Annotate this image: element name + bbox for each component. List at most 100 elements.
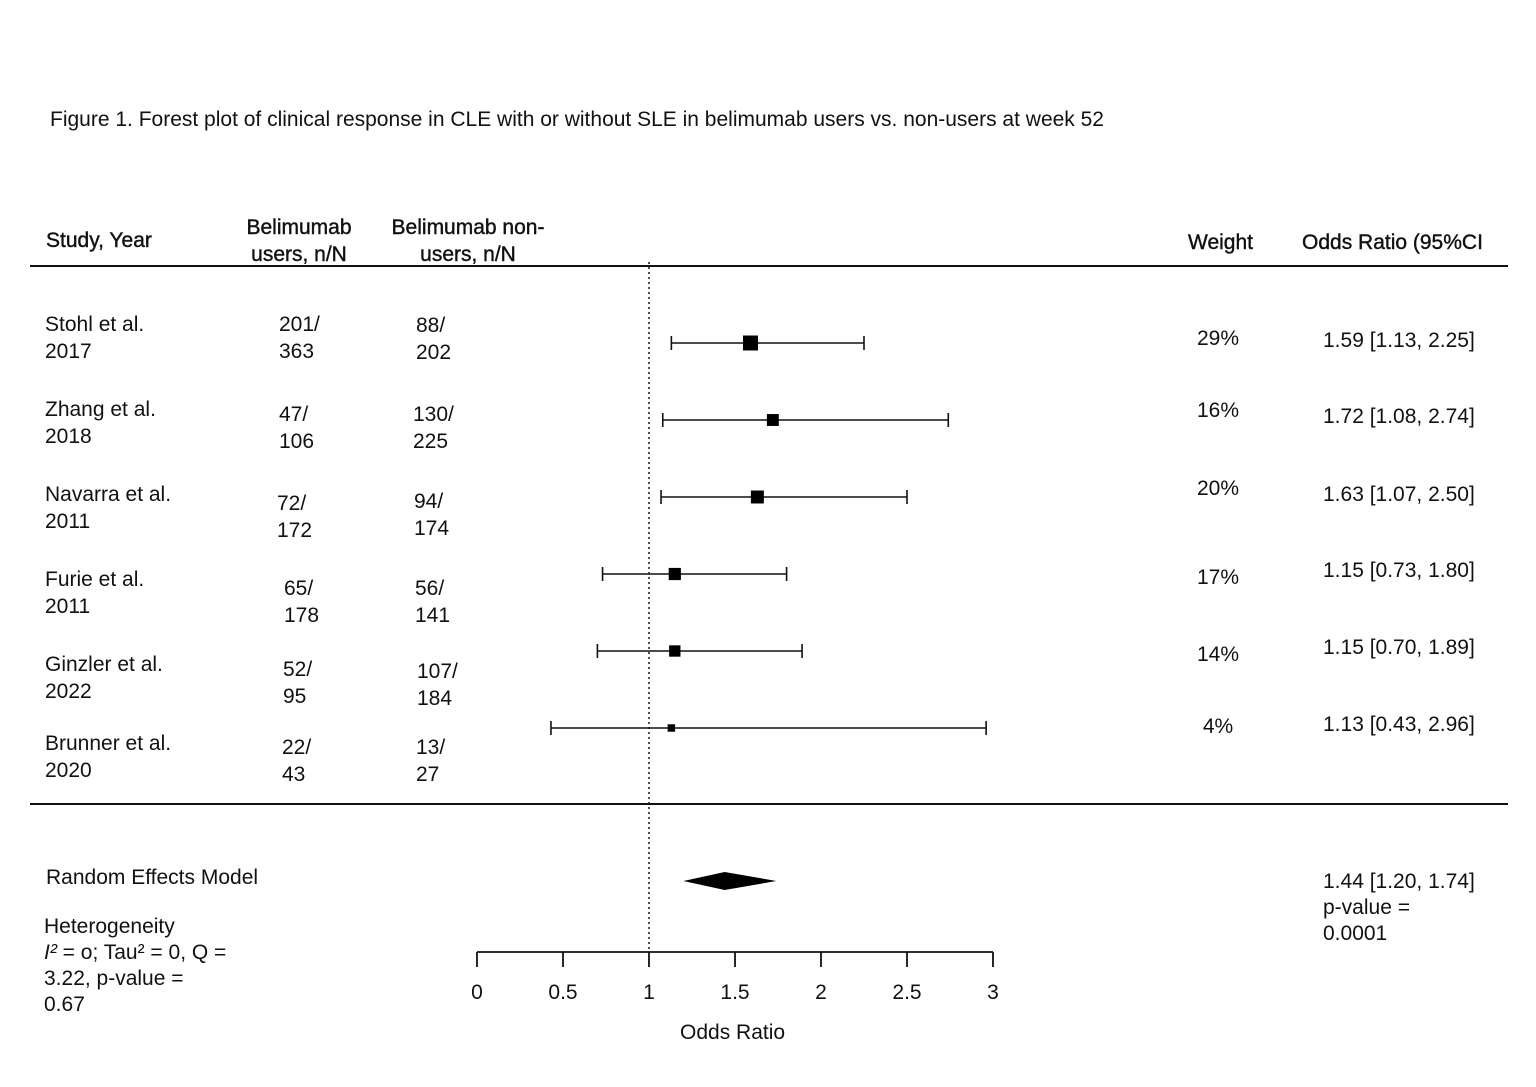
nonusers-N: 202: [416, 341, 452, 364]
nonusers-n: 94/: [414, 490, 444, 513]
users-n: 47/: [279, 403, 309, 426]
x-tick-label: 0.5: [548, 981, 578, 1004]
nonusers-count: 88/202: [416, 312, 451, 366]
users-N: 178: [284, 604, 320, 627]
header-users-line2: users, n/N: [251, 243, 347, 266]
users-count: 22/43: [282, 734, 311, 788]
users-count: 52/95: [283, 656, 312, 710]
study-label: Furie et al. 2011: [45, 566, 144, 620]
nonusers-count: 56/141: [415, 575, 450, 629]
study-or-text: 1.59 [1.13, 2.25]: [1323, 329, 1475, 352]
users-count: 72/172: [277, 490, 312, 544]
nonusers-n: 13/: [416, 736, 446, 759]
study-name: Navarra et al.: [45, 483, 172, 506]
study-weight: 29%: [1196, 327, 1240, 350]
study-or-text: 1.15 [0.70, 1.89]: [1323, 636, 1475, 659]
pooled-or-text: 1.44 [1.20, 1.74]: [1323, 870, 1475, 893]
header-rule: [30, 265, 1508, 267]
nonusers-count: 94/174: [414, 488, 449, 542]
x-tick-label: 2: [815, 981, 827, 1004]
study-year: 2017: [45, 340, 92, 363]
study-label: Ginzler et al. 2022: [45, 651, 163, 705]
study-year: 2022: [45, 680, 92, 703]
nonusers-N: 184: [417, 687, 453, 710]
x-tick-label: 2.5: [892, 981, 922, 1004]
study-year: 2018: [45, 425, 92, 448]
point-estimate: [766, 414, 779, 426]
study-weight: 16%: [1196, 399, 1240, 422]
header-study: Study, Year: [46, 229, 152, 252]
header-nonusers: Belimumab non- users, n/N: [384, 214, 552, 268]
study-name: Furie et al.: [45, 568, 145, 591]
study-or-text: 1.13 [0.43, 2.96]: [1323, 713, 1475, 736]
users-n: 52/: [283, 658, 313, 681]
figure-title: Figure 1. Forest plot of clinical respon…: [50, 108, 1104, 131]
nonusers-N: 174: [414, 517, 450, 540]
users-count: 47/106: [279, 401, 314, 455]
heterogeneity-line2-rest: = o; Tau² = 0, Q =: [56, 941, 227, 964]
pooled-p-line1: p-value =: [1323, 896, 1410, 919]
heterogeneity-line1: Heterogeneity: [44, 915, 175, 938]
pooled-p-line2: 0.0001: [1323, 922, 1388, 945]
users-n: 72/: [277, 492, 307, 515]
heterogeneity-line4: 0.67: [44, 993, 85, 1016]
users-N: 95: [283, 685, 307, 708]
users-count: 201/363: [279, 311, 320, 365]
study-name: Ginzler et al.: [45, 653, 163, 676]
study-or-text: 1.63 [1.07, 2.50]: [1323, 483, 1475, 506]
header-users-line1: Belimumab: [246, 216, 352, 239]
study-weight: 4%: [1202, 715, 1234, 738]
users-n: 201/: [279, 313, 320, 336]
nonusers-count: 13/27: [416, 734, 445, 788]
nonusers-n: 107/: [417, 660, 458, 683]
header-nonusers-line1: Belimumab non-: [391, 216, 545, 239]
study-weight: 17%: [1196, 566, 1240, 589]
point-estimate: [750, 490, 764, 504]
heterogeneity-line3: 3.22, p-value =: [44, 967, 184, 990]
point-estimate: [669, 645, 681, 657]
pooled-label: Random Effects Model: [46, 866, 259, 889]
users-N: 172: [277, 519, 313, 542]
header-or: Odds Ratio (95%CI: [1302, 231, 1483, 254]
study-label: Navarra et al. 2011: [45, 481, 171, 535]
study-year: 2011: [45, 510, 91, 533]
x-tick-label: 0: [471, 981, 483, 1004]
x-axis-label: Odds Ratio: [680, 1021, 786, 1044]
study-or-text: 1.72 [1.08, 2.74]: [1323, 405, 1475, 428]
users-count: 65/178: [284, 575, 319, 629]
users-n: 22/: [282, 736, 312, 759]
study-year: 2011: [45, 595, 91, 618]
study-label: Brunner et al. 2020: [45, 730, 171, 784]
study-label: Stohl et al. 2017: [45, 311, 144, 365]
nonusers-count: 107/184: [417, 658, 458, 712]
nonusers-N: 27: [416, 763, 440, 786]
heterogeneity-block: Heterogeneity I² = o; Tau² = 0, Q = 3.22…: [44, 914, 226, 1018]
bottom-rule: [30, 803, 1508, 805]
nonusers-N: 225: [413, 430, 449, 453]
i-squared: I²: [44, 941, 57, 964]
nonusers-n: 56/: [415, 577, 445, 600]
users-N: 106: [279, 430, 315, 453]
study-name: Stohl et al.: [45, 313, 145, 336]
study-year: 2020: [45, 759, 92, 782]
point-estimate: [667, 724, 676, 732]
study-weight: 20%: [1196, 477, 1240, 500]
study-or-text: 1.15 [0.73, 1.80]: [1323, 559, 1475, 582]
header-nonusers-line2: users, n/N: [420, 243, 516, 266]
header-users: Belimumab users, n/N: [238, 214, 360, 268]
pooled-or-block: 1.44 [1.20, 1.74] p-value = 0.0001: [1323, 869, 1475, 947]
study-name: Brunner et al.: [45, 732, 172, 755]
nonusers-count: 130/225: [413, 401, 454, 455]
x-tick-label: 1.5: [720, 981, 750, 1004]
header-weight: Weight: [1188, 231, 1253, 254]
study-weight: 14%: [1196, 643, 1240, 666]
users-n: 65/: [284, 577, 314, 600]
point-estimate: [668, 567, 681, 581]
users-N: 43: [282, 763, 306, 786]
x-tick-label: 1: [643, 981, 655, 1004]
heterogeneity-line2: I² = o; Tau² = 0, Q =: [44, 940, 226, 966]
nonusers-n: 88/: [416, 314, 446, 337]
nonusers-N: 141: [415, 604, 451, 627]
study-label: Zhang et al. 2018: [45, 396, 156, 450]
